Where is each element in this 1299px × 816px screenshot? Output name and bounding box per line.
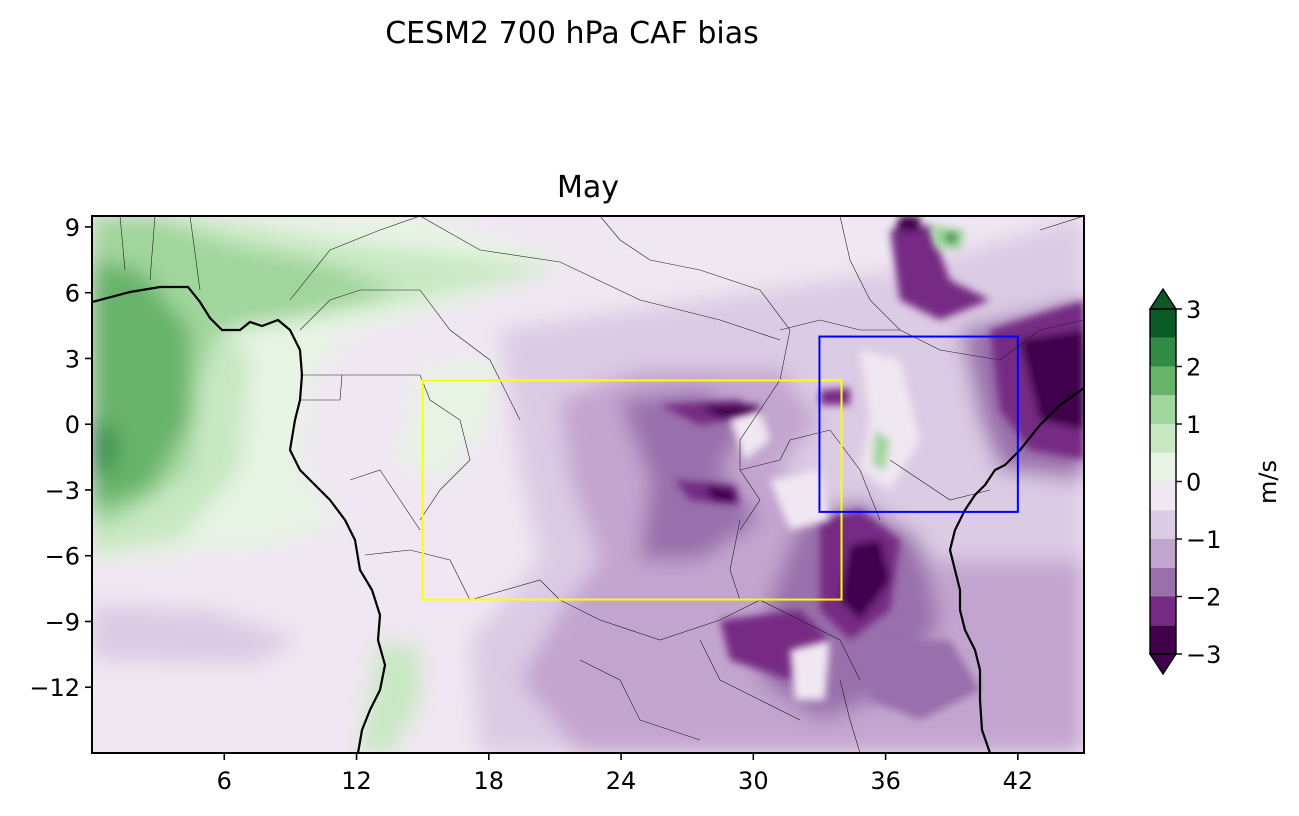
colorbar-tick-label: 2	[1186, 354, 1201, 382]
y-tick-label: −9	[45, 608, 80, 636]
colorbar-tick-label: −3	[1186, 641, 1221, 669]
axes-frame	[91, 215, 1085, 754]
x-tick-label: 24	[606, 767, 637, 795]
blue-box	[818, 335, 1019, 513]
colorbar-segment	[1150, 510, 1176, 539]
colorbar-tick-label: 3	[1186, 296, 1201, 324]
colorbar-segment	[1150, 567, 1176, 597]
x-tick-label: 6	[217, 767, 232, 795]
colorbar-segment	[1150, 481, 1176, 511]
y-tick-label: −6	[45, 543, 80, 571]
colorbar-segment	[1150, 395, 1176, 424]
panel-title: May	[556, 170, 620, 205]
x-tick-label: 12	[341, 767, 372, 795]
colorbar-tick-label: −2	[1186, 584, 1221, 612]
x-axis: 6 12 18 24 30 36 42	[217, 753, 1034, 795]
y-tick-label: 0	[65, 411, 80, 439]
colorbar-extend-max	[1148, 287, 1178, 310]
colorbar-segment	[1150, 539, 1176, 568]
y-tick-label: 6	[65, 280, 80, 308]
colorbar-segment	[1150, 366, 1176, 396]
y-tick-label: 9	[65, 214, 80, 242]
colorbar: 3 2 1 0 −1 −2 −3	[1148, 287, 1221, 676]
colorbar-segment	[1150, 309, 1176, 338]
x-tick-label: 30	[738, 767, 769, 795]
x-tick-label: 18	[474, 767, 505, 795]
colorbar-segment	[1150, 452, 1176, 482]
x-tick-label: 42	[1003, 767, 1034, 795]
colorbar-label: m/s	[1254, 460, 1282, 504]
y-tick-label: −12	[29, 674, 80, 702]
x-tick-label: 36	[870, 767, 901, 795]
figure-suptitle: CESM2 700 hPa CAF bias	[385, 16, 759, 51]
y-tick-label: 3	[65, 345, 80, 373]
colorbar-extend-min	[1148, 653, 1178, 676]
colorbar-segment	[1150, 337, 1176, 367]
colorbar-tick-label: 1	[1186, 411, 1201, 439]
colorbar-tick-label: −1	[1186, 526, 1221, 554]
bias-field	[92, 216, 1084, 753]
colorbar-segment	[1150, 596, 1176, 626]
colorbar-segment	[1150, 424, 1176, 453]
y-tick-label: −3	[45, 477, 80, 505]
y-axis: 9 6 3 0 −3 −6 −9 −12	[29, 214, 92, 702]
yellow-box	[421, 379, 843, 601]
colorbar-tick-label: 0	[1186, 469, 1201, 497]
country-borders	[119, 216, 1084, 753]
colorbar-segment	[1150, 625, 1176, 654]
